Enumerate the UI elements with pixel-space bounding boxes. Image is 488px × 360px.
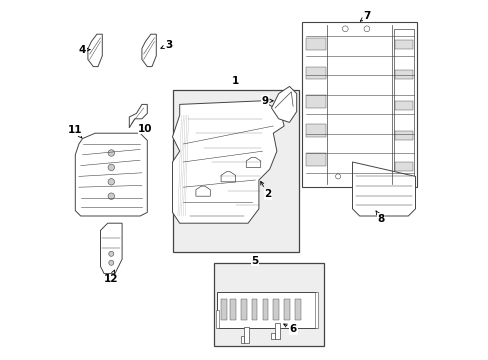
Text: 6: 6 xyxy=(283,324,297,334)
Text: 9: 9 xyxy=(261,96,273,106)
Polygon shape xyxy=(129,104,147,128)
Bar xyxy=(251,299,257,320)
Bar xyxy=(294,299,300,320)
Polygon shape xyxy=(75,133,147,216)
Bar xyxy=(305,67,325,79)
Polygon shape xyxy=(172,101,284,223)
Bar xyxy=(241,299,246,320)
Polygon shape xyxy=(246,157,260,167)
Polygon shape xyxy=(275,323,279,339)
Text: 12: 12 xyxy=(103,270,118,284)
Text: 1: 1 xyxy=(231,76,239,86)
Polygon shape xyxy=(142,34,156,67)
Bar xyxy=(394,131,412,140)
Text: 11: 11 xyxy=(67,125,81,138)
Polygon shape xyxy=(302,22,416,187)
Bar xyxy=(284,299,289,320)
Circle shape xyxy=(360,174,365,179)
Circle shape xyxy=(342,26,347,32)
Text: 4: 4 xyxy=(79,45,90,55)
Bar xyxy=(393,29,413,180)
Bar xyxy=(394,70,412,79)
Bar xyxy=(215,310,218,328)
Bar xyxy=(394,40,412,49)
Bar xyxy=(230,299,235,320)
Circle shape xyxy=(108,150,114,156)
Bar xyxy=(262,299,268,320)
Polygon shape xyxy=(244,327,249,343)
Text: 2: 2 xyxy=(260,181,271,199)
Text: 3: 3 xyxy=(161,40,172,50)
Bar xyxy=(315,292,317,328)
Bar xyxy=(273,299,279,320)
Bar xyxy=(305,95,325,108)
Bar xyxy=(221,299,226,320)
Circle shape xyxy=(108,260,114,265)
Circle shape xyxy=(108,251,114,256)
Text: 8: 8 xyxy=(375,211,384,224)
Polygon shape xyxy=(271,86,296,122)
Polygon shape xyxy=(101,223,122,274)
Circle shape xyxy=(363,26,369,32)
Circle shape xyxy=(108,179,114,185)
Bar xyxy=(172,90,298,252)
Bar xyxy=(394,162,412,171)
Polygon shape xyxy=(217,292,316,328)
Polygon shape xyxy=(196,186,210,196)
Circle shape xyxy=(335,174,340,179)
Polygon shape xyxy=(271,333,275,339)
Circle shape xyxy=(108,193,114,199)
Text: 7: 7 xyxy=(360,11,370,21)
Text: 10: 10 xyxy=(138,124,152,134)
Bar xyxy=(305,124,325,137)
Text: 5: 5 xyxy=(251,256,258,266)
Bar xyxy=(305,38,325,50)
Polygon shape xyxy=(221,172,235,182)
Bar xyxy=(213,263,323,346)
Bar xyxy=(305,153,325,166)
Polygon shape xyxy=(241,336,244,343)
Polygon shape xyxy=(88,34,102,67)
Polygon shape xyxy=(352,162,415,216)
Circle shape xyxy=(385,174,390,179)
Bar xyxy=(394,101,412,110)
Circle shape xyxy=(108,164,114,171)
